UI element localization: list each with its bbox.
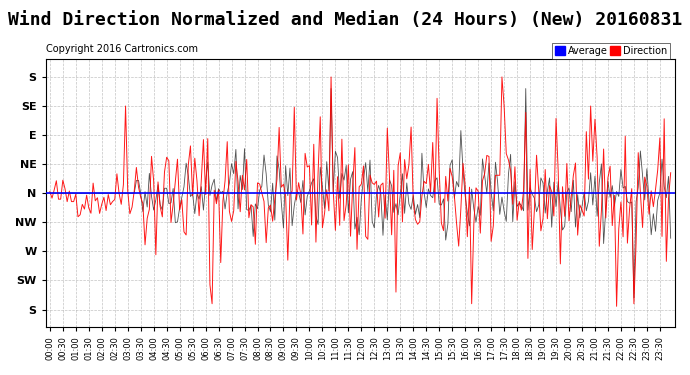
- Text: Wind Direction Normalized and Median (24 Hours) (New) 20160831: Wind Direction Normalized and Median (24…: [8, 11, 682, 29]
- Text: Copyright 2016 Cartronics.com: Copyright 2016 Cartronics.com: [46, 44, 197, 54]
- Legend: Average, Direction: Average, Direction: [552, 43, 670, 59]
